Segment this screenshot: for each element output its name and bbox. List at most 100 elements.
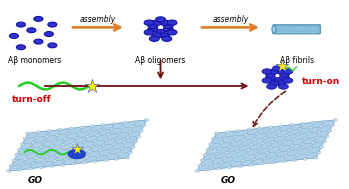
Circle shape [85, 156, 89, 158]
Circle shape [72, 142, 76, 145]
Circle shape [17, 169, 22, 171]
Circle shape [77, 131, 81, 134]
Ellipse shape [272, 25, 276, 33]
Circle shape [167, 30, 177, 35]
Circle shape [241, 139, 245, 142]
Circle shape [268, 126, 273, 128]
Circle shape [236, 150, 240, 152]
Circle shape [282, 140, 286, 142]
Circle shape [149, 36, 159, 41]
Circle shape [322, 140, 326, 143]
Circle shape [159, 33, 169, 38]
Circle shape [279, 84, 288, 89]
Circle shape [276, 81, 286, 86]
Circle shape [303, 137, 307, 140]
Circle shape [77, 152, 81, 154]
Text: assembly: assembly [212, 15, 248, 24]
Circle shape [61, 143, 65, 146]
Circle shape [74, 137, 79, 139]
Circle shape [47, 150, 52, 152]
Circle shape [283, 69, 293, 74]
Circle shape [69, 127, 73, 130]
Circle shape [244, 134, 248, 136]
Circle shape [69, 148, 73, 150]
Circle shape [269, 81, 279, 86]
Circle shape [123, 121, 127, 124]
Circle shape [228, 146, 232, 148]
Circle shape [53, 139, 57, 142]
Circle shape [44, 32, 53, 36]
Circle shape [319, 146, 324, 148]
Circle shape [112, 143, 116, 145]
Text: Aβ monomers: Aβ monomers [8, 56, 61, 65]
Circle shape [20, 163, 24, 166]
Circle shape [39, 166, 43, 169]
Circle shape [48, 22, 57, 27]
Point [74, 147, 80, 150]
Circle shape [98, 149, 103, 152]
Circle shape [262, 69, 272, 74]
Circle shape [47, 130, 52, 132]
Circle shape [233, 155, 237, 158]
Circle shape [195, 170, 199, 172]
Circle shape [284, 155, 288, 157]
Circle shape [9, 164, 14, 167]
Circle shape [203, 154, 208, 156]
Circle shape [163, 26, 173, 32]
Circle shape [31, 162, 35, 164]
Circle shape [9, 33, 18, 38]
Circle shape [114, 137, 119, 140]
Circle shape [142, 124, 146, 127]
Circle shape [148, 26, 158, 32]
Circle shape [279, 145, 283, 148]
Polygon shape [9, 120, 147, 171]
Circle shape [131, 125, 135, 128]
Circle shape [120, 147, 124, 149]
Circle shape [117, 132, 122, 134]
Circle shape [162, 36, 172, 41]
Circle shape [300, 143, 305, 145]
Circle shape [300, 122, 305, 125]
Circle shape [238, 145, 243, 147]
Circle shape [48, 43, 57, 48]
Circle shape [80, 126, 84, 128]
Circle shape [211, 158, 216, 160]
Circle shape [31, 142, 35, 144]
Circle shape [36, 151, 41, 154]
Circle shape [117, 153, 121, 155]
Circle shape [104, 159, 108, 161]
Circle shape [82, 141, 87, 143]
Point [279, 64, 284, 67]
Circle shape [327, 130, 332, 132]
Circle shape [246, 149, 251, 151]
Circle shape [252, 158, 256, 161]
Circle shape [265, 131, 270, 134]
Circle shape [276, 130, 281, 133]
Circle shape [311, 142, 315, 144]
Circle shape [152, 20, 162, 25]
Circle shape [50, 145, 54, 147]
Circle shape [276, 151, 280, 153]
Circle shape [131, 146, 135, 148]
Circle shape [262, 78, 272, 83]
Circle shape [101, 144, 105, 146]
Circle shape [144, 20, 154, 25]
Circle shape [128, 131, 133, 133]
Circle shape [271, 141, 275, 143]
Circle shape [303, 158, 307, 160]
Circle shape [287, 149, 291, 152]
Circle shape [39, 146, 44, 148]
Circle shape [114, 158, 119, 160]
Circle shape [58, 129, 62, 131]
Text: turn-off: turn-off [12, 94, 52, 104]
Circle shape [238, 165, 243, 167]
Circle shape [227, 166, 232, 169]
Circle shape [34, 157, 38, 159]
Circle shape [109, 148, 113, 151]
Circle shape [322, 120, 326, 122]
Circle shape [333, 119, 337, 121]
Circle shape [270, 161, 275, 164]
Circle shape [74, 157, 79, 160]
Circle shape [249, 143, 253, 146]
Circle shape [42, 161, 46, 163]
